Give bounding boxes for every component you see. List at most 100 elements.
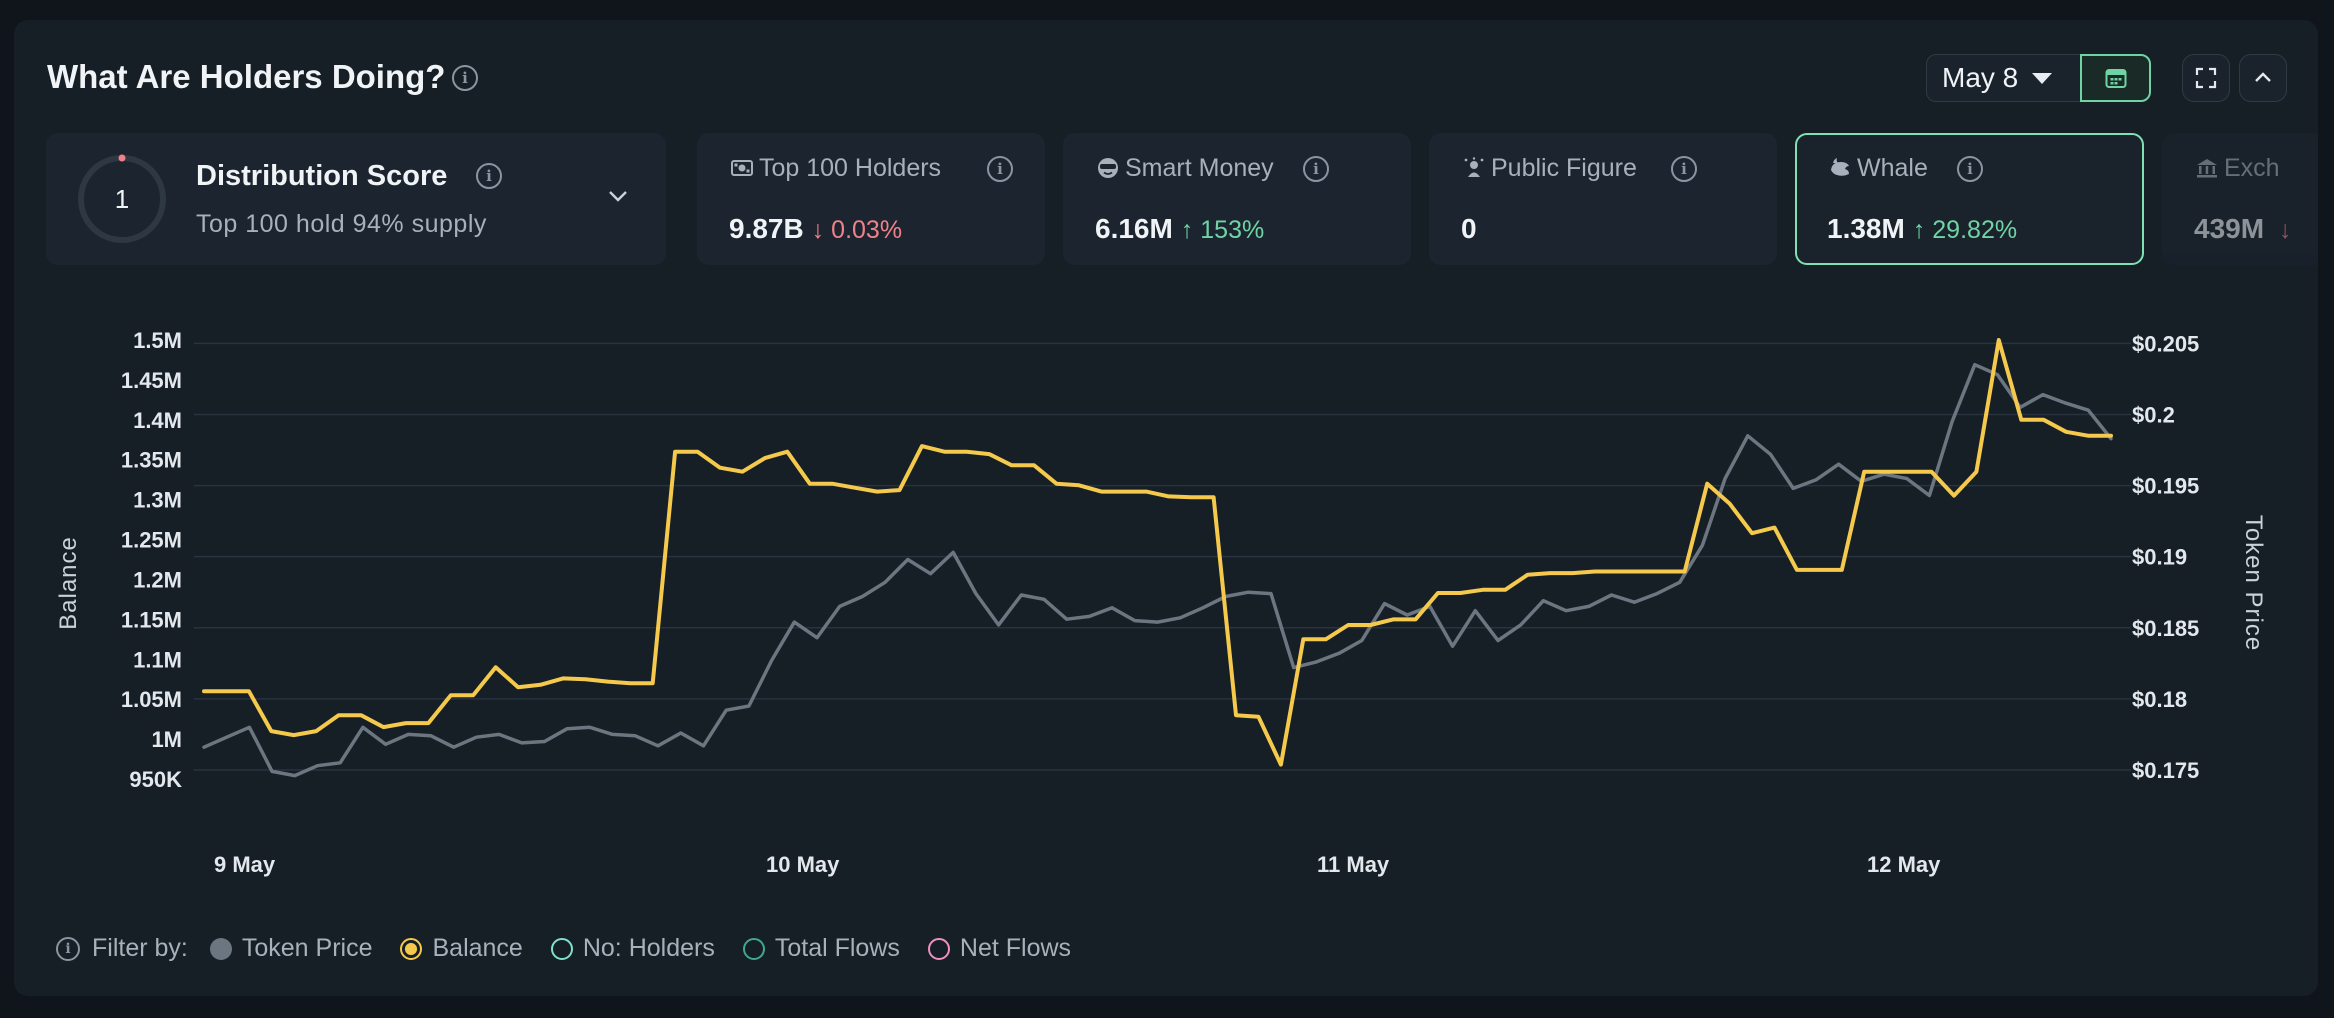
- card-value: 6.16M ↑ 153%: [1095, 213, 1264, 245]
- card-top-100-holders[interactable]: Top 100 Holders i 9.87B ↓ 0.03%: [697, 133, 1045, 265]
- filter-dot: [550, 937, 573, 960]
- x-tick-label: 12 May: [1867, 852, 1941, 877]
- filter-item-label: No: Holders: [582, 934, 715, 962]
- whale-icon: [1831, 158, 1849, 176]
- chevron-down-icon: [2032, 72, 2053, 84]
- money-icon: [731, 160, 753, 176]
- y-tick-label: 1.5M: [133, 328, 182, 353]
- title-info-icon[interactable]: i: [452, 65, 478, 91]
- calendar-button[interactable]: [2080, 54, 2151, 102]
- y2-tick-label: $0.195: [2132, 474, 2199, 499]
- fullscreen-button[interactable]: [2182, 54, 2230, 102]
- card-change-value: 29.82%: [1932, 216, 2018, 244]
- filter-balance[interactable]: Balance: [400, 934, 523, 963]
- card-label: Top 100 Holders: [759, 154, 942, 182]
- series-line-token-price: [202, 362, 2113, 778]
- card-info-icon[interactable]: i: [987, 156, 1013, 182]
- y-tick-label: 1.45M: [121, 368, 182, 393]
- filter-no-holders[interactable]: No: Holders: [550, 934, 715, 963]
- x-tick-label: 11 May: [1317, 852, 1390, 877]
- y-tick-label: 1.25M: [121, 528, 182, 553]
- y-tick-label: 1.35M: [121, 448, 182, 473]
- filter-total-flows[interactable]: Total Flows: [742, 934, 900, 963]
- date-select-value: May 8: [1942, 62, 2019, 93]
- y2-tick-label: $0.18: [2132, 687, 2187, 712]
- card-value-number: 1.38M: [1827, 213, 1905, 244]
- filter-item-label: Net Flows: [959, 934, 1072, 962]
- bank-icon: [2197, 159, 2217, 178]
- calendar-icon: [2105, 69, 2126, 88]
- filter-item-label: Total Flows: [774, 934, 900, 962]
- filter-dot: [400, 937, 423, 960]
- filter-info-icon[interactable]: i: [56, 936, 80, 961]
- card-change: ↑ 153%: [1180, 216, 1265, 244]
- filter-dot: [927, 937, 950, 960]
- card-value-number: 439M: [2194, 213, 2265, 244]
- chevron-up-icon: [2255, 72, 2271, 82]
- card-info-icon[interactable]: i: [1671, 156, 1697, 182]
- y2-tick-label: $0.205: [2132, 331, 2199, 356]
- y-tick-label: 950K: [129, 767, 182, 792]
- filter-dot: [742, 937, 765, 960]
- card-value: 1.38M ↑ 29.82%: [1827, 213, 2017, 245]
- holders-panel: What Are Holders Doing? i May 8 1 Distri…: [14, 20, 2318, 996]
- filter-item-label: Balance: [432, 934, 523, 962]
- filter-net-flows[interactable]: Net Flows: [927, 934, 1072, 963]
- card-change-value: 153%: [1200, 216, 1265, 244]
- filter-item-label: Token Price: [241, 934, 373, 962]
- distribution-subtitle: Top 100 hold 94% supply: [196, 210, 487, 238]
- y2-tick-label: $0.175: [2132, 758, 2199, 783]
- filter-dot: [209, 937, 232, 960]
- distribution-info-icon[interactable]: i: [476, 163, 502, 189]
- sunglasses-icon: [1098, 158, 1118, 178]
- y-tick-label: 1.2M: [133, 567, 182, 592]
- score-value: 1: [115, 184, 129, 214]
- y-tick-label: 1.3M: [133, 488, 182, 513]
- y2-tick-label: $0.19: [2132, 545, 2187, 570]
- y2-tick-label: $0.2: [2132, 402, 2175, 427]
- x-tick-label: 9 May: [214, 852, 276, 877]
- y2-tick-label: $0.185: [2132, 616, 2199, 641]
- chevron-down-icon[interactable]: [606, 188, 630, 204]
- card-info-icon[interactable]: i: [1957, 156, 1983, 182]
- card-value: 9.87B ↓ 0.03%: [729, 213, 902, 245]
- page-title: What Are Holders Doing?: [47, 58, 446, 95]
- card-value-number: 9.87B: [729, 213, 804, 244]
- card-label: Exch: [2224, 154, 2280, 182]
- card-exchange[interactable]: Exch 439M ↓: [2162, 133, 2318, 265]
- y-tick-label: 1.05M: [121, 687, 182, 712]
- series-line-balance: [202, 338, 2113, 767]
- card-value: 439M ↓: [2194, 213, 2292, 245]
- date-select[interactable]: May 8: [1926, 54, 2081, 102]
- collapse-button[interactable]: [2239, 54, 2287, 102]
- distribution-title: Distribution Score: [196, 160, 448, 192]
- card-change: ↓: [2272, 216, 2292, 244]
- card-smart-money[interactable]: Smart Money i 6.16M ↑ 153%: [1063, 133, 1411, 265]
- card-change: ↓ 0.03%: [811, 216, 903, 244]
- card-value: 0: [1461, 213, 1477, 244]
- y-tick-label: 1M: [151, 727, 182, 752]
- filter-token-price[interactable]: Token Price: [209, 934, 373, 963]
- holders-chart: 1.5M 1.45M 1.4M 1.35M 1.3M 1.25M 1.2M 1.15M 1.1M…: [55, 328, 2267, 877]
- y-tick-label: 1.4M: [133, 408, 182, 433]
- filter-label: Filter by:: [92, 934, 188, 962]
- card-info-icon[interactable]: i: [1303, 156, 1329, 182]
- filter-items: Token Price Balance No: Holders Total Flows…: [209, 934, 1099, 963]
- card-label: Public Figure: [1491, 154, 1637, 182]
- y-tick-label: 1.15M: [121, 607, 182, 632]
- distribution-score-card[interactable]: 1 Distribution Score i Top 100 hold 94% …: [46, 133, 666, 265]
- filter-bar: i Filter by: Token Price Balance No: Holde…: [56, 934, 1099, 963]
- card-value-number: 6.16M: [1095, 213, 1173, 244]
- y-tick-label: 1.1M: [133, 647, 182, 672]
- card-change: ↑ 29.82%: [1912, 216, 2018, 244]
- card-change-value: 0.03%: [831, 216, 903, 244]
- expand-icon: [2195, 67, 2217, 89]
- score-ring: 1: [78, 154, 166, 243]
- card-whale[interactable]: Whale i 1.38M ↑ 29.82%: [1795, 133, 2144, 265]
- card-label: Smart Money: [1125, 154, 1274, 182]
- card-public-figure[interactable]: Public Figure i 0: [1429, 133, 1777, 265]
- y2-axis-title: Token Price: [2240, 515, 2267, 651]
- card-label: Whale: [1857, 154, 1928, 182]
- public-figure-icon: [1464, 157, 1484, 177]
- y-axis-title: Balance: [55, 536, 82, 630]
